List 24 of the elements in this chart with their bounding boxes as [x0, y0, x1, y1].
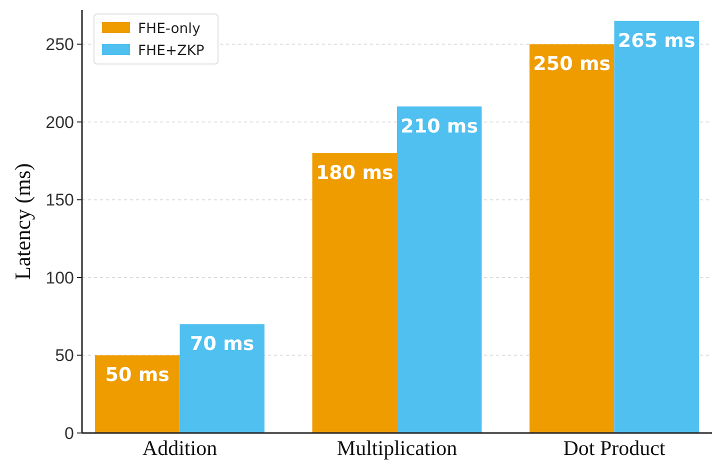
bar — [397, 106, 482, 433]
data-label: 265 ms — [618, 30, 696, 52]
y-tick-label: 250 — [46, 35, 74, 54]
y-tick-label: 150 — [46, 190, 74, 210]
y-tick-label: 0 — [64, 424, 74, 443]
legend-label: FHE-only — [138, 20, 200, 37]
data-label: 180 ms — [316, 162, 394, 184]
bar — [95, 355, 180, 433]
data-label: 70 ms — [190, 333, 254, 356]
x-tick-label: Addition — [142, 436, 218, 460]
bar — [180, 324, 264, 433]
data-label: 250 ms — [533, 53, 611, 76]
y-tick-label: 100 — [46, 268, 74, 288]
legend-label: FHE+ZKP — [138, 42, 204, 59]
x-tick-label: Dot Product — [563, 436, 666, 460]
bar — [530, 44, 614, 433]
bar — [312, 153, 397, 433]
data-label: 210 ms — [400, 115, 478, 138]
bar — [614, 20, 699, 433]
x-tick-label: Multiplication — [336, 436, 458, 460]
y-axis-title: Latency (ms) — [10, 163, 35, 280]
y-tick-label: 200 — [46, 112, 74, 132]
data-label: 50 ms — [105, 364, 170, 386]
y-tick-label: 50 — [55, 346, 74, 366]
